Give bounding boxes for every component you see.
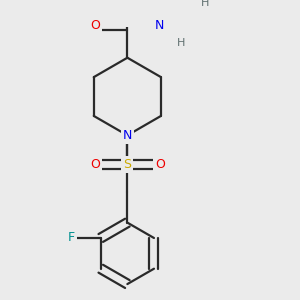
Text: N: N: [123, 129, 132, 142]
Text: O: O: [155, 158, 165, 171]
Text: F: F: [68, 232, 75, 244]
Text: H: H: [176, 38, 185, 48]
Text: N: N: [123, 129, 132, 142]
Text: O: O: [90, 158, 100, 171]
Text: H: H: [201, 0, 209, 8]
Text: S: S: [123, 158, 131, 171]
Text: O: O: [90, 19, 100, 32]
Text: N: N: [155, 19, 164, 32]
